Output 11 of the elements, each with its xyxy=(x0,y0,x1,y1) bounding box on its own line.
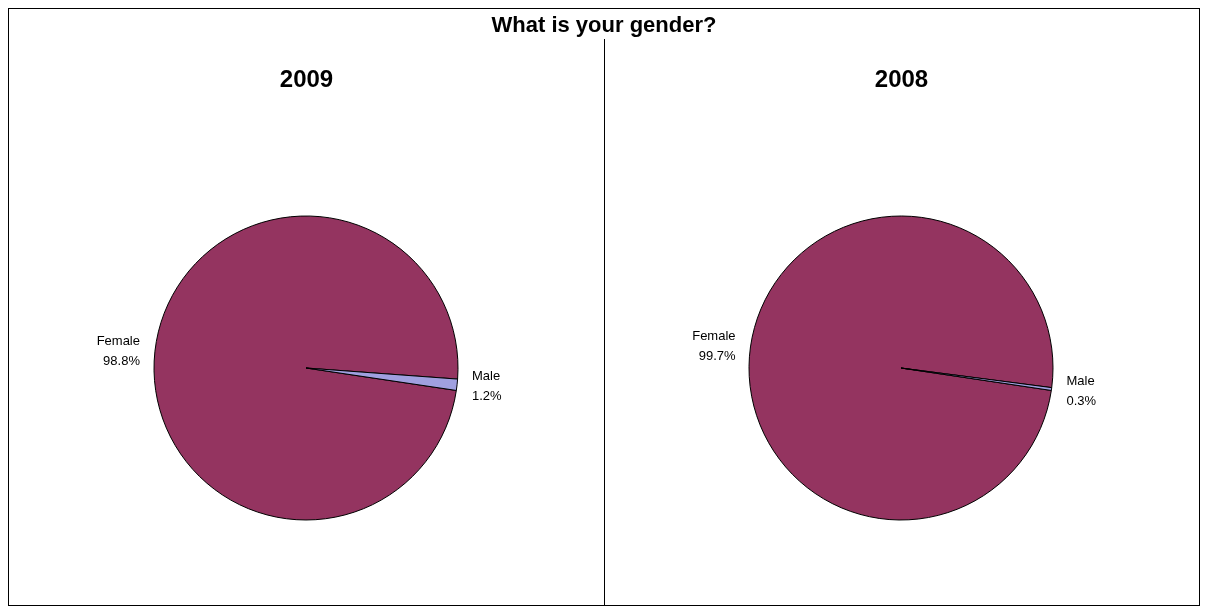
slice-label: Female xyxy=(96,332,140,348)
slice-label: Female xyxy=(692,328,736,344)
text: What is your gender? xyxy=(490,12,718,38)
chart-subtitle: 2009 xyxy=(279,64,334,92)
slice-label: Male xyxy=(1066,372,1095,388)
data-label: 0.3% xyxy=(1066,392,1097,408)
chart-subtitle: 2008 xyxy=(874,64,929,92)
data-label: 1.2% xyxy=(472,388,503,404)
data-label: 99.7% xyxy=(698,348,736,364)
slice-label: Male xyxy=(472,368,501,384)
data-label: 98.8% xyxy=(103,352,141,368)
